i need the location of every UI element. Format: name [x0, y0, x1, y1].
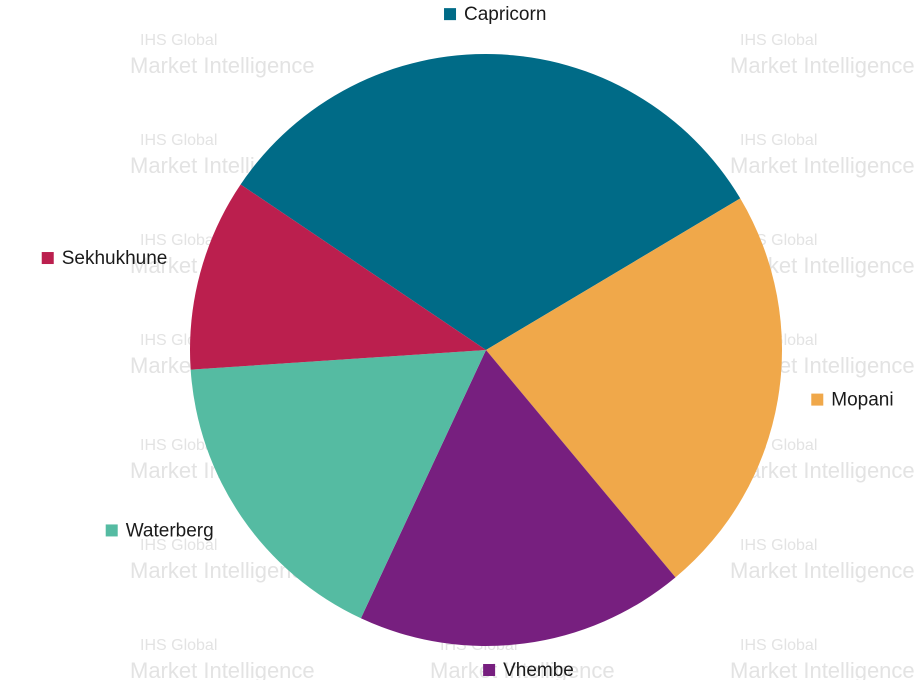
watermark-line2: Market Intelligence: [730, 153, 914, 178]
legend-swatch: [811, 393, 824, 406]
watermark-line2: Market Intelligence: [130, 53, 315, 78]
legend-item-mopani: Mopani: [811, 390, 894, 411]
watermark-line1: IHS Global: [740, 32, 817, 49]
watermark-line1: IHS Global: [140, 537, 217, 554]
slice-vhembe: [360, 350, 676, 646]
legend-swatch: [105, 524, 118, 537]
watermark-line2: Market Intelligence: [730, 53, 914, 78]
watermark-line1: IHS Global: [740, 537, 817, 554]
legend-swatch: [41, 252, 54, 265]
slice-label: Mopani: [831, 390, 893, 411]
watermark-line1: IHS Global: [140, 232, 217, 249]
slice-label: Capricorn: [464, 4, 546, 25]
legend-swatch: [444, 8, 457, 21]
pie-legend: Capricorn Mopani Vhembe Waterberg Sekhukhune: [41, 4, 894, 680]
slice-waterberg: [190, 350, 487, 619]
slice-label: Sekhukhune: [62, 248, 168, 269]
legend-item-vhembe: Vhembe: [483, 660, 574, 680]
watermark-line1: IHS Global: [140, 32, 217, 49]
watermark-line2: Market Intelligence: [730, 558, 914, 583]
legend-swatch: [483, 664, 496, 676]
pie-slices: [190, 53, 782, 646]
legend-item-waterberg: Waterberg: [105, 520, 214, 541]
watermark-line1: IHS Global: [740, 132, 817, 149]
watermark-line2: Market Intelligence: [730, 658, 914, 680]
legend-item-sekhukhune: Sekhukhune: [41, 248, 168, 269]
watermark-line1: IHS Global: [140, 132, 217, 149]
legend-item-capricorn: Capricorn: [444, 4, 546, 25]
watermark-line1: IHS Global: [140, 637, 217, 654]
slice-capricorn: [240, 53, 741, 350]
watermark-line2: Market Intelligence: [130, 658, 315, 680]
slice-label: Waterberg: [126, 520, 214, 541]
watermark-line2: Market Intelligence: [730, 458, 914, 483]
watermark-line2: Market Intelligence: [430, 658, 615, 680]
watermark-line1: IHS Global: [140, 437, 217, 454]
slice-sekhukhune: [190, 184, 487, 370]
slice-mopani: [486, 198, 782, 578]
watermark-line1: IHS Global: [740, 637, 817, 654]
slice-label: Vhembe: [503, 660, 574, 680]
